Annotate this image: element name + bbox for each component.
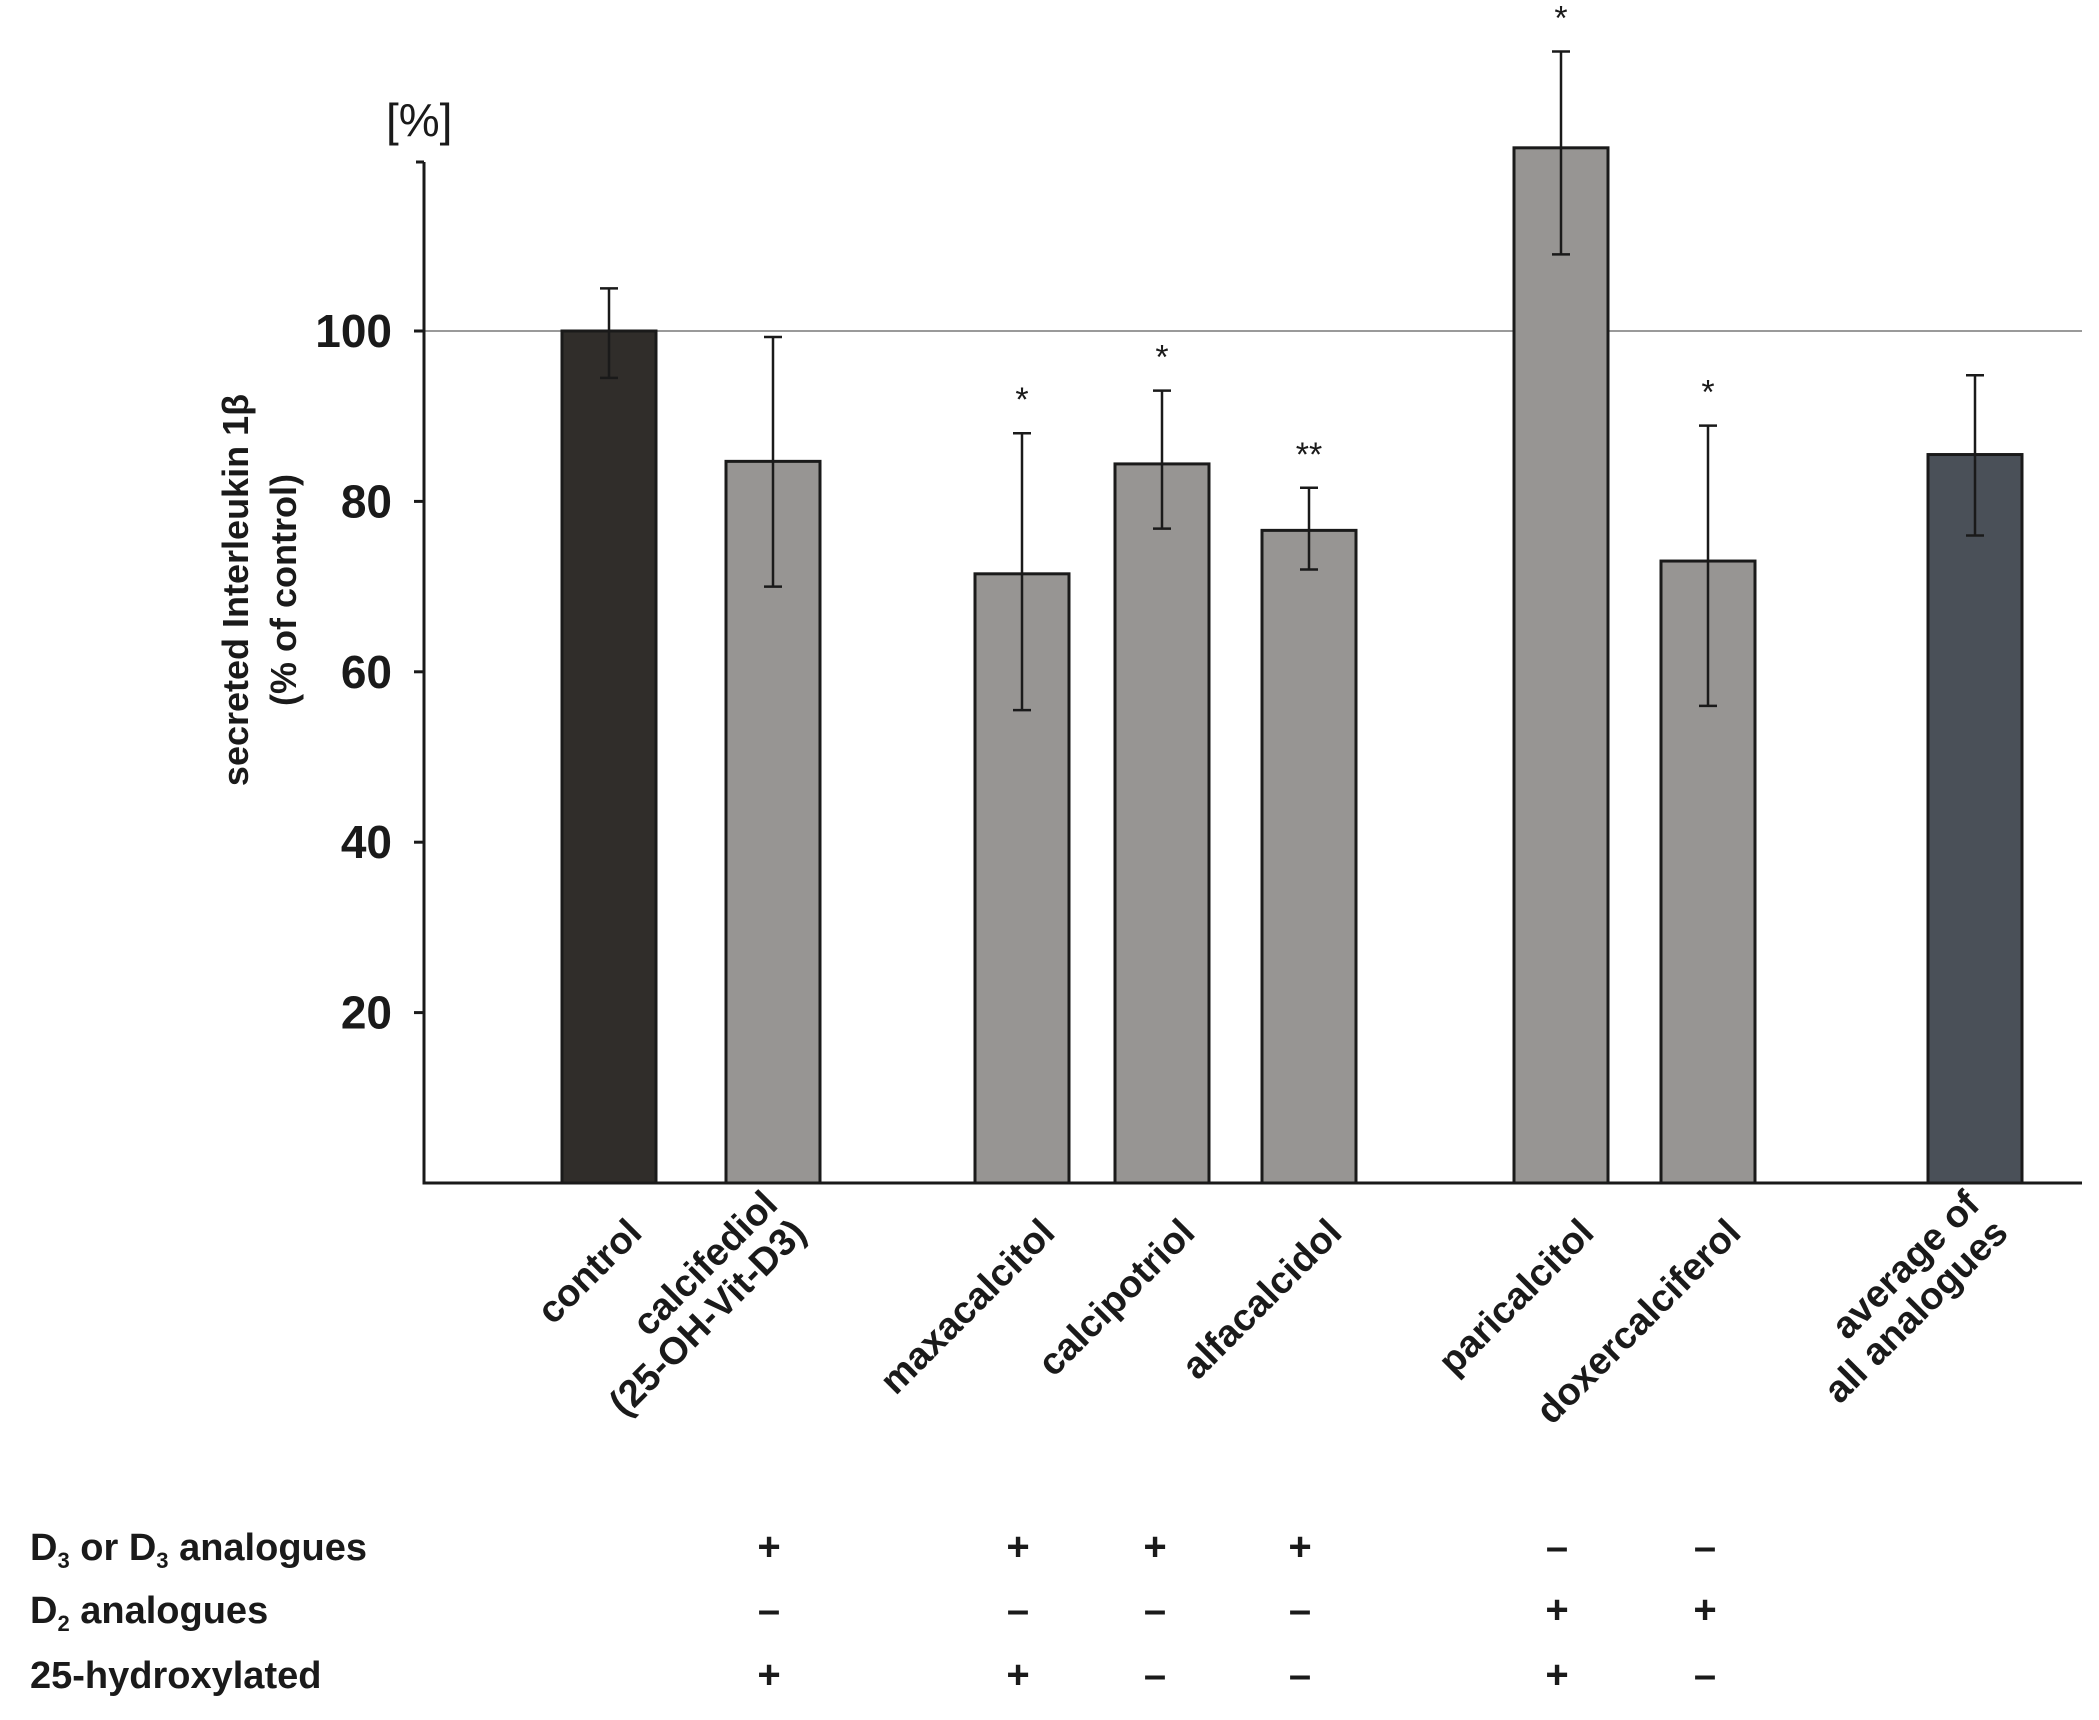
table-sign-2-1: + [757,1653,780,1697]
table-row-label-part: 2 [57,1611,69,1636]
y-axis-title-line1: secreted Interleukin 1β [215,394,256,786]
y-unit-label: [%] [386,94,452,146]
table-sign-0-4: + [1288,1525,1311,1569]
table-sign-0-3: + [1143,1525,1166,1569]
table-row-label-part: 3 [57,1548,69,1573]
table-sign-2-4: – [1289,1653,1311,1697]
category-label-line-2-0: maxacalcitol [872,1212,1063,1403]
bar-7 [1926,453,2024,1185]
table-sign-0-2: + [1006,1525,1029,1569]
table-sign-0-5: – [1546,1525,1568,1569]
table-sign-1-6: + [1693,1588,1716,1632]
significance-marker-5: * [1554,0,1567,38]
table-sign-2-5: + [1545,1653,1568,1697]
table-sign-1-4: – [1289,1588,1311,1632]
significance-marker-6: * [1701,374,1714,412]
y-tick-label-60: 60 [341,646,392,698]
category-label-line-4-0: alfacalcidol [1174,1212,1350,1388]
table-row-label-part: 3 [156,1548,168,1573]
significance-marker-4: ** [1296,436,1322,474]
table-row-label-0: D3 or D3 analogues [30,1527,367,1573]
significance-marker-2: * [1015,381,1028,419]
table-row-label-part: 25-hydroxylated [30,1655,321,1697]
table-sign-2-6: – [1694,1653,1716,1697]
bar-0 [560,329,658,1185]
table-row-label-1: D2 analogues [30,1590,268,1636]
table-row-label-part: analogues [169,1527,368,1569]
table-sign-0-6: – [1694,1525,1716,1569]
table-sign-0-1: + [757,1525,780,1569]
table-row-label-part: D [30,1527,57,1569]
table-row-label-2: 25-hydroxylated [30,1655,321,1697]
significance-marker-3: * [1155,339,1168,377]
table-sign-2-2: + [1006,1653,1029,1697]
table-row-label-part: D [30,1590,57,1632]
bar-4 [1260,528,1358,1185]
table-sign-1-3: – [1144,1588,1166,1632]
bar-3 [1113,462,1211,1185]
category-label-2: maxacalcitol [872,1212,1063,1403]
table-sign-1-2: – [1007,1588,1029,1632]
table-row-label-part: or D [70,1527,157,1569]
category-label-4: alfacalcidol [1174,1212,1350,1388]
y-tick-label-100: 100 [315,305,392,357]
table-sign-1-5: + [1545,1588,1568,1632]
bar-5 [1512,146,1610,1185]
table-sign-2-3: – [1144,1653,1166,1697]
y-tick-label-20: 20 [341,987,392,1039]
y-tick-label-80: 80 [341,475,392,527]
y-tick-label-40: 40 [341,816,392,868]
y-axis-title-line2: (% of control) [263,474,304,706]
category-label-1: calcifediol(25-OH-Vit-D3) [601,1183,814,1424]
table-row-label-part: analogues [70,1590,269,1632]
table-sign-1-1: – [758,1588,780,1632]
